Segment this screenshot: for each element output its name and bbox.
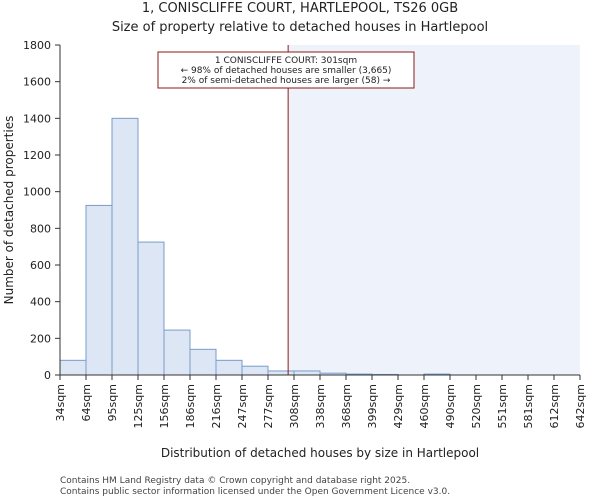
x-tick-label: 64sqm	[80, 384, 93, 421]
y-tick-label: 400	[30, 296, 51, 309]
x-tick-label: 581sqm	[522, 384, 535, 428]
bar-247sqm	[241, 365, 269, 376]
footer-line-1: Contains HM Land Registry data © Crown c…	[60, 476, 410, 486]
y-tick-label: 1600	[23, 76, 51, 89]
bar-64sqm	[85, 204, 113, 376]
bar-125sqm	[137, 241, 165, 376]
y-tick-label: 200	[30, 332, 51, 345]
annotation-line-1: 1 CONISCLIFFE COURT: 301sqm	[215, 56, 357, 66]
x-tick-label: 186sqm	[184, 384, 197, 428]
chart-subtitle: Size of property relative to detached ho…	[112, 20, 488, 35]
x-tick-label: 216sqm	[210, 384, 223, 428]
bar-216sqm	[215, 359, 243, 376]
bar-34sqm	[59, 359, 87, 376]
y-axis-label: Number of detached properties	[2, 116, 16, 305]
y-tick-label: 1800	[23, 39, 51, 52]
x-tick-label: 95sqm	[106, 384, 119, 421]
bar-277sqm	[267, 370, 295, 376]
x-tick-label: 429sqm	[392, 384, 405, 428]
x-tick-label: 399sqm	[366, 384, 379, 428]
x-tick-label: 125sqm	[132, 384, 145, 428]
y-tick-label: 0	[44, 369, 51, 382]
footer-line-2: Contains public sector information licen…	[60, 487, 450, 497]
x-tick-label: 156sqm	[158, 384, 171, 428]
bar-186sqm	[189, 348, 217, 376]
y-tick-label: 800	[30, 222, 51, 235]
x-tick-label: 460sqm	[418, 384, 431, 428]
x-tick-label: 520sqm	[470, 384, 483, 428]
y-ticks: 0 200 400 600 800 1000 1200 1400 1600 1800	[23, 39, 60, 382]
x-tick-label: 612sqm	[548, 384, 561, 428]
annotation-box: 1 CONISCLIFFE COURT: 301sqm ← 98% of det…	[157, 51, 415, 89]
highlight-region	[288, 45, 580, 375]
x-ticks: 34sqm 64sqm 95sqm 125sqm 156sqm 186sqm 216sqm 2…	[54, 375, 587, 428]
y-tick-label: 1000	[23, 186, 51, 199]
x-axis-label: Distribution of detached houses by size …	[161, 446, 479, 460]
bar-95sqm	[111, 117, 139, 376]
x-tick-label: 551sqm	[496, 384, 509, 428]
y-tick-label: 1200	[23, 149, 51, 162]
annotation-line-2: ← 98% of detached houses are smaller (3,…	[181, 66, 392, 76]
chart-title: 1, CONISCLIFFE COURT, HARTLEPOOL, TS26 0…	[142, 1, 458, 16]
y-tick-label: 1400	[23, 112, 51, 125]
bars-group	[59, 117, 451, 376]
x-tick-label: 247sqm	[236, 384, 249, 428]
x-tick-label: 368sqm	[340, 384, 353, 428]
x-tick-label: 490sqm	[444, 384, 457, 428]
annotation-frame	[157, 51, 415, 89]
bar-308sqm	[293, 370, 321, 376]
x-tick-label: 642sqm	[574, 384, 587, 428]
annotation-line-3: 2% of semi-detached houses are larger (5…	[182, 76, 391, 86]
x-tick-label: 338sqm	[314, 384, 327, 428]
x-tick-label: 34sqm	[54, 384, 67, 421]
bar-156sqm	[163, 329, 191, 376]
x-tick-label: 308sqm	[288, 384, 301, 428]
x-tick-label: 277sqm	[262, 384, 275, 428]
y-tick-label: 600	[30, 259, 51, 272]
